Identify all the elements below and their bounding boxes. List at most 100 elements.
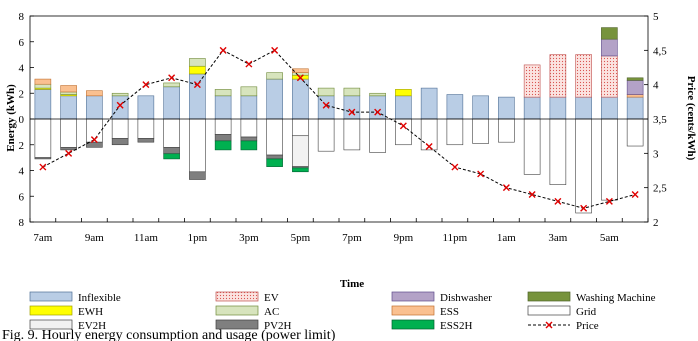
price-marker bbox=[631, 191, 639, 199]
bar-ess bbox=[86, 90, 103, 97]
legend-label: EWH bbox=[78, 306, 103, 318]
bar-grid bbox=[626, 118, 644, 147]
bar-pv2h bbox=[266, 154, 283, 160]
legend-item-ess2h: ESS2H bbox=[391, 319, 472, 332]
bar-dishwasher bbox=[601, 38, 618, 57]
bar-inflexible bbox=[111, 95, 129, 120]
price-marker bbox=[451, 163, 459, 171]
price-marker bbox=[296, 74, 304, 82]
price-marker bbox=[477, 170, 485, 178]
legend-price-marker bbox=[545, 321, 553, 329]
bar-pv2h bbox=[163, 147, 180, 155]
legend-label: EV2H bbox=[78, 320, 106, 332]
bar-inflexible bbox=[472, 95, 489, 120]
bar-inflexible bbox=[626, 96, 644, 120]
x-tick-label: 1am bbox=[497, 232, 516, 244]
bar-grid bbox=[472, 118, 489, 144]
axes: 8 6 4 2 0 2 4 6 8 5 4,5 4 3,5 3 2,5 2 7am 9am 11am 1pm 3pm 5p… bbox=[19, 11, 668, 244]
bar-grid bbox=[214, 118, 232, 135]
x-tick-label: 5am bbox=[600, 232, 619, 244]
price-marker-stroke bbox=[322, 101, 330, 109]
bar-inflexible bbox=[86, 95, 103, 120]
bar-ev bbox=[523, 64, 541, 98]
bar-grid bbox=[266, 118, 283, 156]
legend-swatch bbox=[215, 305, 259, 316]
bar-pv2h bbox=[189, 171, 206, 180]
bar-ess2h bbox=[240, 140, 258, 151]
bar-ac bbox=[317, 87, 335, 97]
legend-item-price: Price bbox=[528, 320, 599, 332]
y-tick-label: 4 bbox=[19, 166, 25, 178]
figure-caption: Fig. 9. Hourly energy consumption and us… bbox=[2, 328, 336, 341]
bar-ev bbox=[601, 55, 618, 98]
x-tick-label: 11pm bbox=[443, 232, 468, 244]
bar-inflexible bbox=[189, 73, 206, 120]
legend-label: PV2H bbox=[264, 320, 292, 332]
bar-ess bbox=[34, 78, 52, 85]
bar-dishwasher bbox=[626, 80, 644, 95]
legend-swatch bbox=[29, 291, 73, 302]
legend-label: Inflexible bbox=[78, 292, 121, 304]
legend-label: Price bbox=[576, 320, 599, 332]
legend-label: EV bbox=[264, 292, 279, 304]
bar-ewh bbox=[395, 89, 412, 97]
bar-grid bbox=[60, 118, 77, 148]
y2-tick-label: 3 bbox=[653, 148, 659, 160]
y2-tick-label: 2,5 bbox=[653, 183, 667, 195]
bar-inflexible bbox=[601, 96, 618, 120]
price-marker bbox=[219, 46, 227, 54]
bar-grid bbox=[137, 118, 155, 139]
price-marker-stroke bbox=[245, 60, 253, 68]
legend-swatch bbox=[527, 291, 571, 302]
bar-inflexible bbox=[420, 87, 438, 120]
x-tick-label: 5pm bbox=[291, 232, 311, 244]
y-tick-label: 6 bbox=[19, 37, 25, 49]
bar-ess bbox=[60, 85, 77, 93]
bar-inflexible bbox=[343, 95, 361, 120]
price-marker-stroke bbox=[39, 163, 47, 171]
bar-grid bbox=[189, 118, 206, 173]
price-marker bbox=[580, 204, 588, 212]
price-marker-stroke bbox=[90, 136, 98, 144]
price-marker-stroke bbox=[219, 46, 227, 54]
bar-inflexible bbox=[395, 95, 412, 120]
legend-swatch bbox=[29, 305, 73, 316]
bar-ev bbox=[549, 54, 567, 98]
bar-pv2h bbox=[86, 141, 103, 148]
legend-item-ess: ESS bbox=[391, 305, 459, 318]
x-tick-label: 3am bbox=[548, 232, 567, 244]
bar-inflexible bbox=[446, 94, 464, 120]
x-axis-title: Time bbox=[340, 278, 364, 290]
bar-ac bbox=[60, 91, 77, 95]
price-marker bbox=[193, 81, 201, 89]
legend-swatch bbox=[527, 305, 571, 316]
price-marker bbox=[605, 197, 613, 205]
price-marker-stroke bbox=[425, 142, 433, 150]
y2-tick-label: 2 bbox=[653, 217, 659, 229]
bar-inflexible bbox=[498, 96, 515, 120]
legend-swatch bbox=[391, 305, 435, 316]
x-tick-label: 7pm bbox=[342, 232, 362, 244]
bar-grid bbox=[420, 118, 438, 151]
price-marker bbox=[348, 108, 356, 116]
bar-grid bbox=[34, 118, 52, 158]
x-tick-label: 7am bbox=[33, 232, 52, 244]
bar-inflexible bbox=[266, 78, 283, 120]
legend-item-ev2h: EV2H bbox=[29, 319, 106, 332]
price-marker bbox=[374, 108, 382, 116]
bar-ac bbox=[292, 72, 309, 76]
bar-inflexible bbox=[292, 78, 309, 120]
price-marker bbox=[399, 122, 407, 130]
legend-item-pv2h: PV2H bbox=[215, 319, 292, 332]
bar-inflexible bbox=[34, 89, 52, 120]
x-tick-label: 3pm bbox=[239, 232, 259, 244]
bar-washing-machine bbox=[626, 77, 644, 81]
bar-inflexible bbox=[575, 96, 592, 120]
bar-grid bbox=[163, 118, 180, 148]
price-marker-stroke bbox=[193, 81, 201, 89]
legend-item-grid: Grid bbox=[527, 305, 597, 318]
y-tick-label: 6 bbox=[19, 191, 25, 203]
x-tick-label: 1pm bbox=[188, 232, 208, 244]
legend-swatch bbox=[29, 319, 73, 330]
